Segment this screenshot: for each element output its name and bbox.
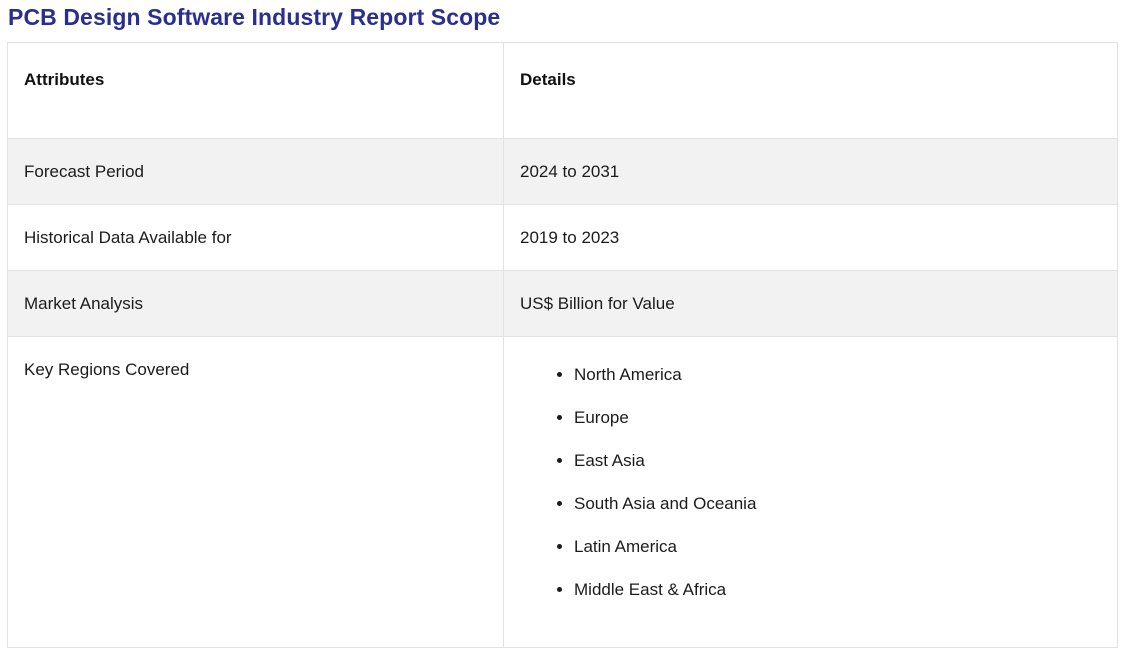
report-scope-table: Attributes Details Forecast Period 2024 …	[7, 42, 1118, 648]
attribute-cell: Historical Data Available for	[7, 204, 504, 271]
table-row-key-regions: Key Regions Covered North America Europe…	[7, 336, 1118, 648]
detail-cell: US$ Billion for Value	[503, 270, 1118, 337]
attribute-cell: Market Analysis	[7, 270, 504, 337]
attributes-column-header: Attributes	[7, 42, 504, 139]
region-list-item: South Asia and Oceania	[574, 482, 1101, 525]
page-title: PCB Design Software Industry Report Scop…	[8, 4, 501, 30]
table-header-row: Attributes Details	[7, 42, 1118, 139]
region-list-item: Middle East & Africa	[574, 568, 1101, 611]
table-row-market-analysis: Market Analysis US$ Billion for Value	[7, 270, 1118, 337]
attribute-cell: Key Regions Covered	[7, 336, 504, 648]
detail-cell: 2024 to 2031	[503, 138, 1118, 205]
region-list-item: East Asia	[574, 439, 1101, 482]
details-column-header: Details	[503, 42, 1118, 139]
region-list-item: Europe	[574, 396, 1101, 439]
table-row-forecast-period: Forecast Period 2024 to 2031	[7, 138, 1118, 205]
detail-cell: 2019 to 2023	[503, 204, 1118, 271]
table-row-historical-data: Historical Data Available for 2019 to 20…	[7, 204, 1118, 271]
region-list-item: Latin America	[574, 525, 1101, 568]
regions-bullet-list: North America Europe East Asia South Asi…	[520, 353, 1101, 611]
attribute-cell: Forecast Period	[7, 138, 504, 205]
region-list-item: North America	[574, 353, 1101, 396]
regions-detail-cell: North America Europe East Asia South Asi…	[503, 336, 1118, 648]
